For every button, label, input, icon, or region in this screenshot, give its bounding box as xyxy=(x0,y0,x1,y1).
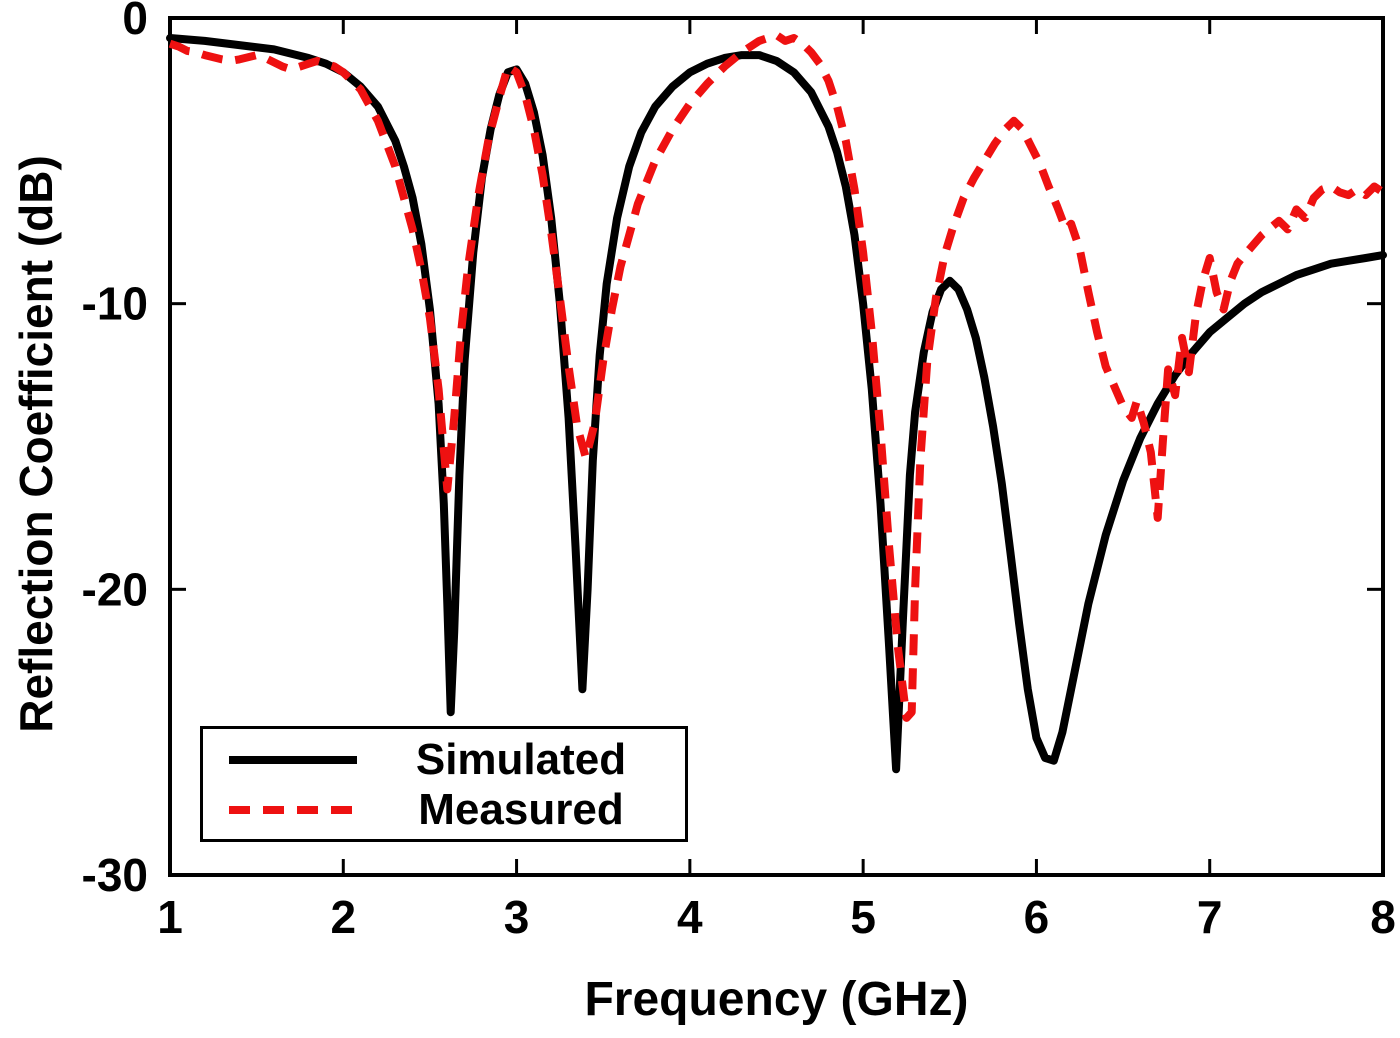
legend-item-simulated: Simulated xyxy=(203,735,685,785)
measured-line-sample xyxy=(229,806,357,814)
svg-text:7: 7 xyxy=(1197,891,1223,943)
svg-text:1: 1 xyxy=(157,891,183,943)
simulated-line-sample xyxy=(229,756,357,764)
legend-label-simulated: Simulated xyxy=(415,735,627,784)
svg-text:3: 3 xyxy=(504,891,530,943)
svg-text:-10: -10 xyxy=(82,278,148,330)
legend-item-measured: Measured xyxy=(203,785,685,835)
legend: Simulated Measured xyxy=(200,726,688,842)
y-axis-title: Reflection Coefficient (dB) xyxy=(10,155,62,733)
svg-text:6: 6 xyxy=(1024,891,1050,943)
legend-label-measured: Measured xyxy=(418,785,624,834)
svg-text:-30: -30 xyxy=(82,849,148,901)
svg-text:5: 5 xyxy=(850,891,876,943)
svg-text:0: 0 xyxy=(122,0,148,44)
svg-text:-20: -20 xyxy=(82,563,148,615)
x-axis-title: Frequency (GHz) xyxy=(584,973,969,1026)
svg-text:4: 4 xyxy=(677,891,703,943)
svg-text:2: 2 xyxy=(330,891,356,943)
svg-text:8: 8 xyxy=(1370,891,1396,943)
